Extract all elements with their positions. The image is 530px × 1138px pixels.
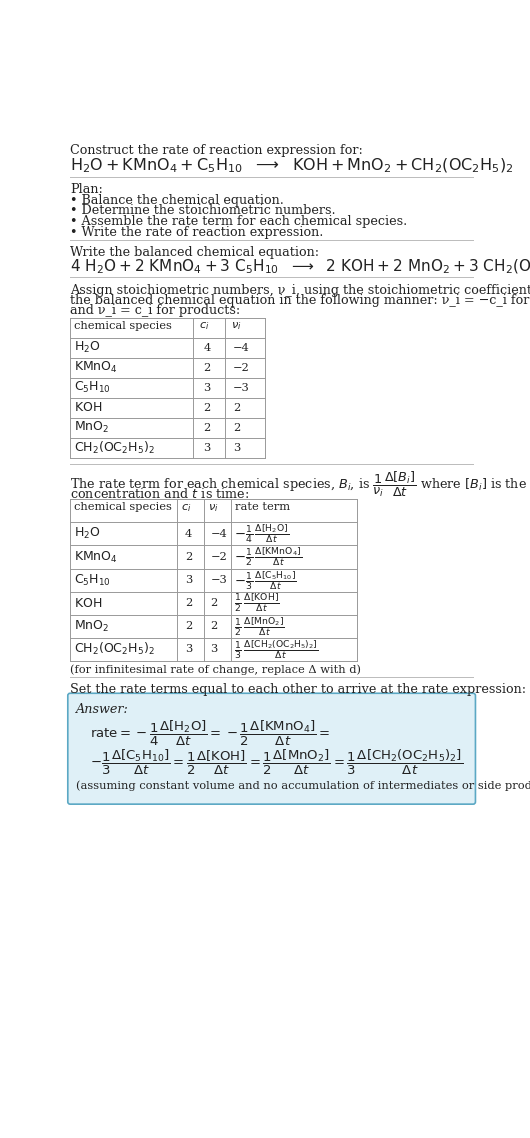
Text: −2: −2 bbox=[233, 363, 250, 372]
Text: 3: 3 bbox=[204, 443, 211, 453]
Text: 2: 2 bbox=[185, 599, 192, 608]
Text: The rate term for each chemical species, $B_i$, is $\dfrac{1}{\nu_i}\dfrac{\Delt: The rate term for each chemical species,… bbox=[70, 470, 530, 500]
Text: $c_i$: $c_i$ bbox=[199, 321, 209, 332]
Text: $\mathrm{KMnO_4}$: $\mathrm{KMnO_4}$ bbox=[74, 550, 118, 564]
Text: −3: −3 bbox=[210, 575, 227, 585]
Text: 2: 2 bbox=[185, 621, 192, 632]
Text: Plan:: Plan: bbox=[70, 183, 103, 196]
Text: 2: 2 bbox=[185, 552, 192, 562]
Text: $\frac{1}{3}\,\frac{\Delta[\mathrm{CH_2(OC_2H_5)_2}]}{\Delta t}$: $\frac{1}{3}\,\frac{\Delta[\mathrm{CH_2(… bbox=[234, 638, 319, 661]
Text: $\nu_i$: $\nu_i$ bbox=[231, 321, 242, 332]
Text: $-\frac{1}{4}\,\frac{\Delta[\mathrm{H_2O}]}{\Delta t}$: $-\frac{1}{4}\,\frac{\Delta[\mathrm{H_2O… bbox=[234, 522, 289, 545]
Text: $\mathrm{KOH}$: $\mathrm{KOH}$ bbox=[74, 596, 102, 610]
Text: $\mathrm{C_5H_{10}}$: $\mathrm{C_5H_{10}}$ bbox=[74, 572, 111, 587]
Text: $-\dfrac{1}{3}\dfrac{\Delta[\mathrm{C_5H_{10}}]}{\Delta t}= \dfrac{1}{2}\dfrac{\: $-\dfrac{1}{3}\dfrac{\Delta[\mathrm{C_5H… bbox=[90, 748, 463, 777]
FancyBboxPatch shape bbox=[68, 693, 475, 805]
Text: $\frac{1}{2}\,\frac{\Delta[\mathrm{KOH}]}{\Delta t}$: $\frac{1}{2}\,\frac{\Delta[\mathrm{KOH}]… bbox=[234, 592, 280, 615]
Text: −4: −4 bbox=[210, 529, 227, 539]
Text: concentration and $t$ is time:: concentration and $t$ is time: bbox=[70, 487, 250, 501]
Text: Assign stoichiometric numbers, ν_i, using the stoichiometric coefficients, c_i, : Assign stoichiometric numbers, ν_i, usin… bbox=[70, 283, 530, 297]
Text: −2: −2 bbox=[210, 552, 227, 562]
Text: $\mathrm{CH_2(OC_2H_5)_2}$: $\mathrm{CH_2(OC_2H_5)_2}$ bbox=[74, 642, 155, 658]
Text: 2: 2 bbox=[233, 422, 240, 432]
Text: $-\frac{1}{2}\,\frac{\Delta[\mathrm{KMnO_4}]}{\Delta t}$: $-\frac{1}{2}\,\frac{\Delta[\mathrm{KMnO… bbox=[234, 545, 303, 568]
Text: 3: 3 bbox=[185, 644, 192, 654]
Text: $\nu_i$: $\nu_i$ bbox=[208, 502, 218, 514]
Text: $\mathrm{H_2O}$: $\mathrm{H_2O}$ bbox=[74, 527, 101, 542]
Text: −3: −3 bbox=[233, 382, 250, 393]
Text: Set the rate terms equal to each other to arrive at the rate expression:: Set the rate terms equal to each other t… bbox=[70, 683, 526, 696]
Text: $-\frac{1}{3}\,\frac{\Delta[\mathrm{C_5H_{10}}]}{\Delta t}$: $-\frac{1}{3}\,\frac{\Delta[\mathrm{C_5H… bbox=[234, 569, 297, 592]
Text: (assuming constant volume and no accumulation of intermediates or side products): (assuming constant volume and no accumul… bbox=[76, 781, 530, 791]
Text: • Assemble the rate term for each chemical species.: • Assemble the rate term for each chemic… bbox=[70, 215, 408, 228]
Text: 2: 2 bbox=[204, 363, 211, 372]
Text: $\mathrm{KOH}$: $\mathrm{KOH}$ bbox=[74, 401, 102, 414]
Text: $\mathrm{CH_2(OC_2H_5)_2}$: $\mathrm{CH_2(OC_2H_5)_2}$ bbox=[74, 439, 155, 455]
Text: • Balance the chemical equation.: • Balance the chemical equation. bbox=[70, 193, 284, 206]
Text: 3: 3 bbox=[210, 644, 218, 654]
Text: chemical species: chemical species bbox=[74, 321, 172, 331]
Text: 3: 3 bbox=[185, 575, 192, 585]
Text: the balanced chemical equation in the following manner: ν_i = −c_i for reactants: the balanced chemical equation in the fo… bbox=[70, 294, 530, 306]
Text: $\mathrm{C_5H_{10}}$: $\mathrm{C_5H_{10}}$ bbox=[74, 380, 111, 395]
Text: $\mathrm{H_2O}$: $\mathrm{H_2O}$ bbox=[74, 340, 101, 355]
Text: • Determine the stoichiometric numbers.: • Determine the stoichiometric numbers. bbox=[70, 205, 335, 217]
Text: rate term: rate term bbox=[235, 502, 290, 512]
Text: 4: 4 bbox=[185, 529, 192, 539]
Text: chemical species: chemical species bbox=[74, 502, 172, 512]
Text: $\mathrm{MnO_2}$: $\mathrm{MnO_2}$ bbox=[74, 420, 109, 435]
Text: (for infinitesimal rate of change, replace Δ with d): (for infinitesimal rate of change, repla… bbox=[70, 665, 361, 675]
Text: 2: 2 bbox=[204, 403, 211, 413]
Text: 3: 3 bbox=[233, 443, 240, 453]
Text: 2: 2 bbox=[233, 403, 240, 413]
Text: $\mathrm{rate} = -\dfrac{1}{4}\dfrac{\Delta[\mathrm{H_2O}]}{\Delta t}= -\dfrac{1: $\mathrm{rate} = -\dfrac{1}{4}\dfrac{\De… bbox=[90, 719, 330, 748]
Text: 3: 3 bbox=[204, 382, 211, 393]
Text: $\mathrm{KMnO_4}$: $\mathrm{KMnO_4}$ bbox=[74, 360, 118, 376]
Text: $\frac{1}{2}\,\frac{\Delta[\mathrm{MnO_2}]}{\Delta t}$: $\frac{1}{2}\,\frac{\Delta[\mathrm{MnO_2… bbox=[234, 615, 285, 637]
Text: 2: 2 bbox=[210, 621, 218, 632]
Text: $\mathrm{MnO_2}$: $\mathrm{MnO_2}$ bbox=[74, 619, 109, 634]
Text: 2: 2 bbox=[204, 422, 211, 432]
Text: $\mathrm{4\ H_2O + 2\ KMnO_4 + 3\ C_5H_{10}\ \ \longrightarrow\ \ 2\ KOH + 2\ Mn: $\mathrm{4\ H_2O + 2\ KMnO_4 + 3\ C_5H_{… bbox=[70, 257, 530, 275]
Text: and ν_i = c_i for products:: and ν_i = c_i for products: bbox=[70, 304, 241, 316]
Text: Write the balanced chemical equation:: Write the balanced chemical equation: bbox=[70, 246, 319, 259]
Text: $\mathrm{H_2O + KMnO_4 + C_5H_{10}\ \ \longrightarrow\ \ KOH + MnO_2 + CH_2(OC_2: $\mathrm{H_2O + KMnO_4 + C_5H_{10}\ \ \l… bbox=[70, 157, 514, 175]
Text: 2: 2 bbox=[210, 599, 218, 608]
Text: $c_i$: $c_i$ bbox=[181, 502, 191, 514]
Text: 4: 4 bbox=[204, 343, 211, 353]
Text: −4: −4 bbox=[233, 343, 250, 353]
Text: Construct the rate of reaction expression for:: Construct the rate of reaction expressio… bbox=[70, 145, 363, 157]
Text: • Write the rate of reaction expression.: • Write the rate of reaction expression. bbox=[70, 225, 323, 239]
Text: Answer:: Answer: bbox=[76, 703, 129, 716]
